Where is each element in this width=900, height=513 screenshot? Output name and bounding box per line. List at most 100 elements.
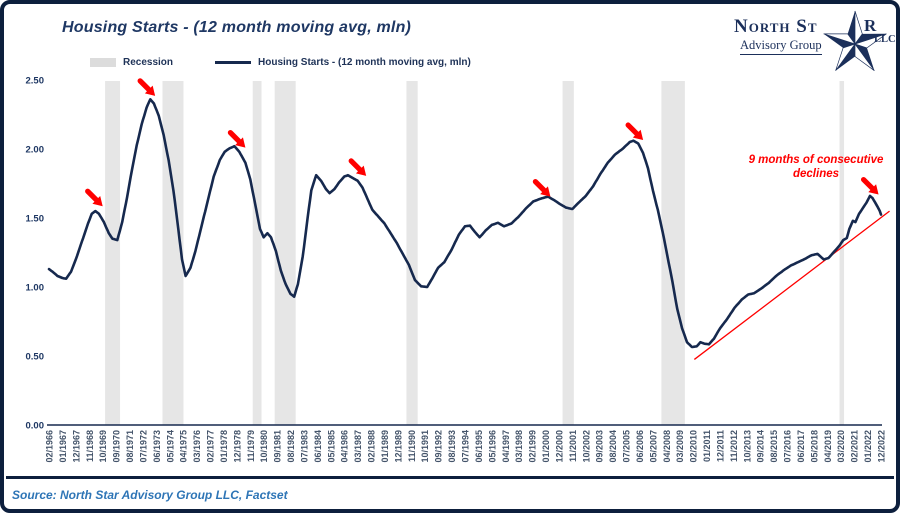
- declines-annotation-line2: declines: [792, 167, 840, 180]
- recession-band: [562, 81, 574, 425]
- x-tick-label: 06/1995: [474, 430, 484, 463]
- x-tick-label: 12/1978: [232, 430, 242, 463]
- declines-annotation-line1: 9 months of consecutive: [748, 154, 884, 166]
- x-tick-label: 05/1985: [326, 430, 336, 463]
- x-tick-label: 12/1967: [71, 430, 81, 463]
- source-note: Source: North Star Advisory Group LLC, F…: [12, 488, 288, 502]
- x-tick-label: 02/1966: [45, 430, 55, 463]
- y-tick-label: 2.50: [26, 76, 45, 87]
- x-tick-label: 06/1973: [152, 430, 162, 463]
- x-tick-label: 04/1997: [501, 430, 511, 463]
- x-tick-label: 12/2022: [877, 430, 887, 463]
- chart-bottom-border: [6, 476, 894, 479]
- x-tick-label: 02/2021: [850, 430, 860, 463]
- logo-name-left: North St: [734, 16, 818, 37]
- x-tick-label: 08/1993: [447, 430, 457, 463]
- north-star-logo: North St R Advisory Group LLC: [704, 8, 896, 78]
- logo-name-right: R: [864, 16, 877, 35]
- x-tick-label: 12/2000: [554, 430, 564, 463]
- x-tick-label: 05/2018: [809, 430, 819, 463]
- arrow-shaft: [137, 78, 152, 92]
- x-tick-label: 12/2011: [715, 430, 725, 462]
- x-tick-label: 07/2016: [783, 430, 793, 463]
- chart-title: Housing Starts - (12 month moving avg, m…: [62, 19, 412, 36]
- legend-recession-label: Recession: [123, 57, 174, 68]
- x-tick-label: 01/1978: [219, 430, 229, 463]
- north-star-star-icon: [823, 10, 887, 71]
- x-tick-label: 07/2005: [622, 430, 632, 463]
- x-tick-label: 05/1996: [487, 430, 497, 463]
- arrow-shaft: [860, 176, 875, 191]
- star-facet: [823, 33, 856, 45]
- x-tick-label: 03/2009: [675, 430, 685, 463]
- star-facet: [823, 33, 855, 48]
- x-tick-label: 02/1977: [206, 430, 216, 463]
- x-tick-label: 06/1984: [313, 430, 323, 463]
- recession-band: [839, 81, 845, 425]
- x-tick-label: 03/1987: [353, 430, 363, 463]
- star-facet: [853, 33, 887, 49]
- x-tick-label: 02/2010: [689, 430, 699, 463]
- x-tick-label: 01/2000: [541, 430, 551, 463]
- trend-line: [693, 210, 890, 360]
- y-tick-label: 2.00: [26, 145, 45, 156]
- recession-band: [274, 81, 296, 425]
- x-tick-label: 04/2019: [823, 430, 833, 463]
- x-tick-label: 01/2022: [863, 430, 873, 463]
- arrow-shaft: [532, 179, 547, 193]
- x-tick-label: 06/2017: [796, 430, 806, 463]
- x-tick-label: 07/1994: [461, 430, 471, 463]
- arrow-head: [355, 165, 367, 176]
- arrow-shaft: [227, 130, 242, 144]
- x-tick-label: 07/1972: [138, 430, 148, 463]
- x-tick-label: 09/1992: [434, 430, 444, 463]
- y-tick-label: 1.00: [26, 283, 45, 294]
- x-tick-label: 07/1983: [299, 430, 309, 463]
- x-tick-label: 08/1971: [125, 430, 135, 463]
- arrow-head: [868, 184, 879, 195]
- x-tick-label: 08/1982: [286, 430, 296, 463]
- x-tick-label: 06/2006: [635, 430, 645, 463]
- x-tick-label: 01/2011: [702, 430, 712, 462]
- arrow-head: [92, 196, 103, 207]
- x-tick-label: 03/1976: [192, 430, 202, 463]
- arrow-head: [540, 186, 551, 197]
- star-facet: [855, 33, 887, 44]
- star-facet: [847, 11, 855, 44]
- x-tick-label: 10/1980: [259, 430, 269, 463]
- declines-annotation: 9 months of consecutive declines: [737, 154, 895, 181]
- recession-swatch-icon: [90, 58, 116, 67]
- x-tick-label: 08/2004: [608, 430, 618, 463]
- arrow-head: [632, 129, 644, 141]
- recession-band: [252, 81, 262, 425]
- arrow-head: [235, 137, 246, 148]
- recession-band: [162, 81, 184, 425]
- x-tick-label: 09/1981: [273, 430, 283, 463]
- recession-band: [105, 81, 121, 425]
- logo-subtitle: Advisory Group: [740, 38, 822, 55]
- x-tick-label: 03/2020: [836, 430, 846, 463]
- x-tick-label: 09/1970: [112, 430, 122, 463]
- x-tick-label: 12/1989: [393, 430, 403, 463]
- x-tick-label: 11/1979: [246, 430, 256, 462]
- recession-band: [661, 81, 685, 425]
- arrow-head: [144, 85, 156, 96]
- recession-band: [406, 81, 418, 425]
- x-tick-label: 10/2013: [742, 430, 752, 463]
- x-tick-label: 08/2015: [769, 430, 779, 463]
- x-tick-label: 04/1975: [179, 430, 189, 463]
- x-tick-label: 11/2001: [568, 430, 578, 462]
- x-tick-label: 02/1999: [528, 430, 538, 463]
- series-line-swatch-icon: [215, 61, 252, 64]
- x-tick-label: 10/1991: [420, 430, 430, 463]
- arrow-shaft: [85, 188, 99, 203]
- arrow-shaft: [348, 158, 363, 173]
- x-tick-label: 09/2014: [756, 430, 766, 463]
- y-tick-label: 0.50: [26, 352, 45, 363]
- x-tick-label: 04/2008: [662, 430, 672, 463]
- x-tick-label: 11/1968: [85, 430, 95, 462]
- legend-series-label: Housing Starts - (12 month moving avg, m…: [258, 57, 471, 68]
- x-tick-label: 10/1969: [98, 430, 108, 463]
